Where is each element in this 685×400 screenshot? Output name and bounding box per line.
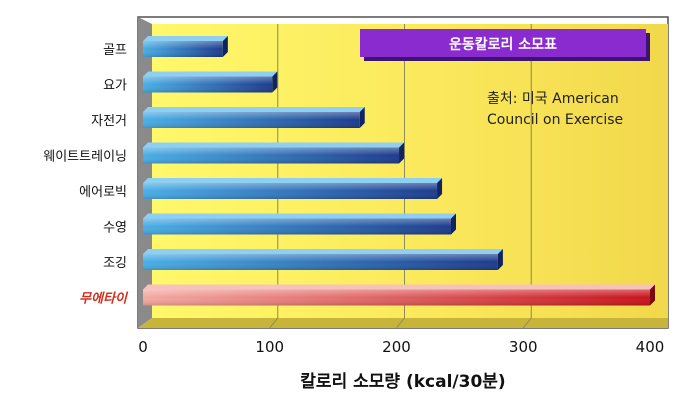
bar-end-face [650,284,655,306]
bar-shine [143,254,498,270]
category-label: 골프 [103,43,127,58]
bar-5 [143,178,443,199]
bar-end-face [222,36,228,57]
bar-shine [143,147,400,164]
bar-8 [143,284,655,306]
category-label: 에어로빅 [79,185,127,200]
bar-top-face [143,107,365,112]
category-label: 자전거 [91,114,127,129]
bar-end-face [497,249,503,270]
x-tick-label: 300 [509,338,538,356]
gridline-floor [269,317,279,329]
bar-shine [143,289,650,306]
bar-top-face [143,71,278,77]
chart-title: 운동칼로리 소모표 [449,37,557,53]
bar-shine [143,218,452,235]
bar-2 [143,71,278,93]
source-note-line-2: Council on Exercise [487,112,623,128]
bar-top-face [143,284,655,290]
bar-shine [143,41,223,57]
chart-title-box: 운동칼로리 소모표 [360,29,650,61]
category-label: 조깅 [103,256,127,271]
category-label: 수영 [103,221,127,236]
category-label: 무에타이 [79,291,129,307]
x-tick-label: 400 [636,338,665,356]
bar-1 [143,36,228,57]
bar-4 [143,142,405,164]
bar-end-face [451,213,457,235]
category-label: 요가 [103,79,127,94]
bar-top-face [143,213,457,219]
bar-end-face [399,142,405,164]
bar-end-face [272,71,278,93]
x-axis-label: 칼로리 소모량 (kcal/30분) [300,372,505,392]
plot-background [152,24,668,318]
bar-shine [143,112,360,128]
gridline-floor [522,317,532,329]
plot-floor [138,318,668,328]
category-label: 웨이트트레이닝 [43,150,127,165]
plot-side-wall [138,17,152,328]
x-tick-label: 100 [255,338,284,356]
bar-top-face [143,36,228,41]
source-note-line-1: 출처: 미국 American [487,91,619,107]
bar-shine [143,183,438,199]
x-tick-label: 200 [382,338,411,356]
bar-top-face [143,142,405,148]
bar-3 [143,107,365,128]
bar-end-face [437,178,443,199]
bar-top-face [143,178,443,183]
bar-6 [143,213,457,235]
gridline-floor [396,317,405,329]
x-tick-label: 0 [138,338,148,356]
bar-top-face [143,249,503,254]
bar-shine [143,76,273,93]
bar-7 [143,249,503,270]
bar-end-face [359,107,365,128]
